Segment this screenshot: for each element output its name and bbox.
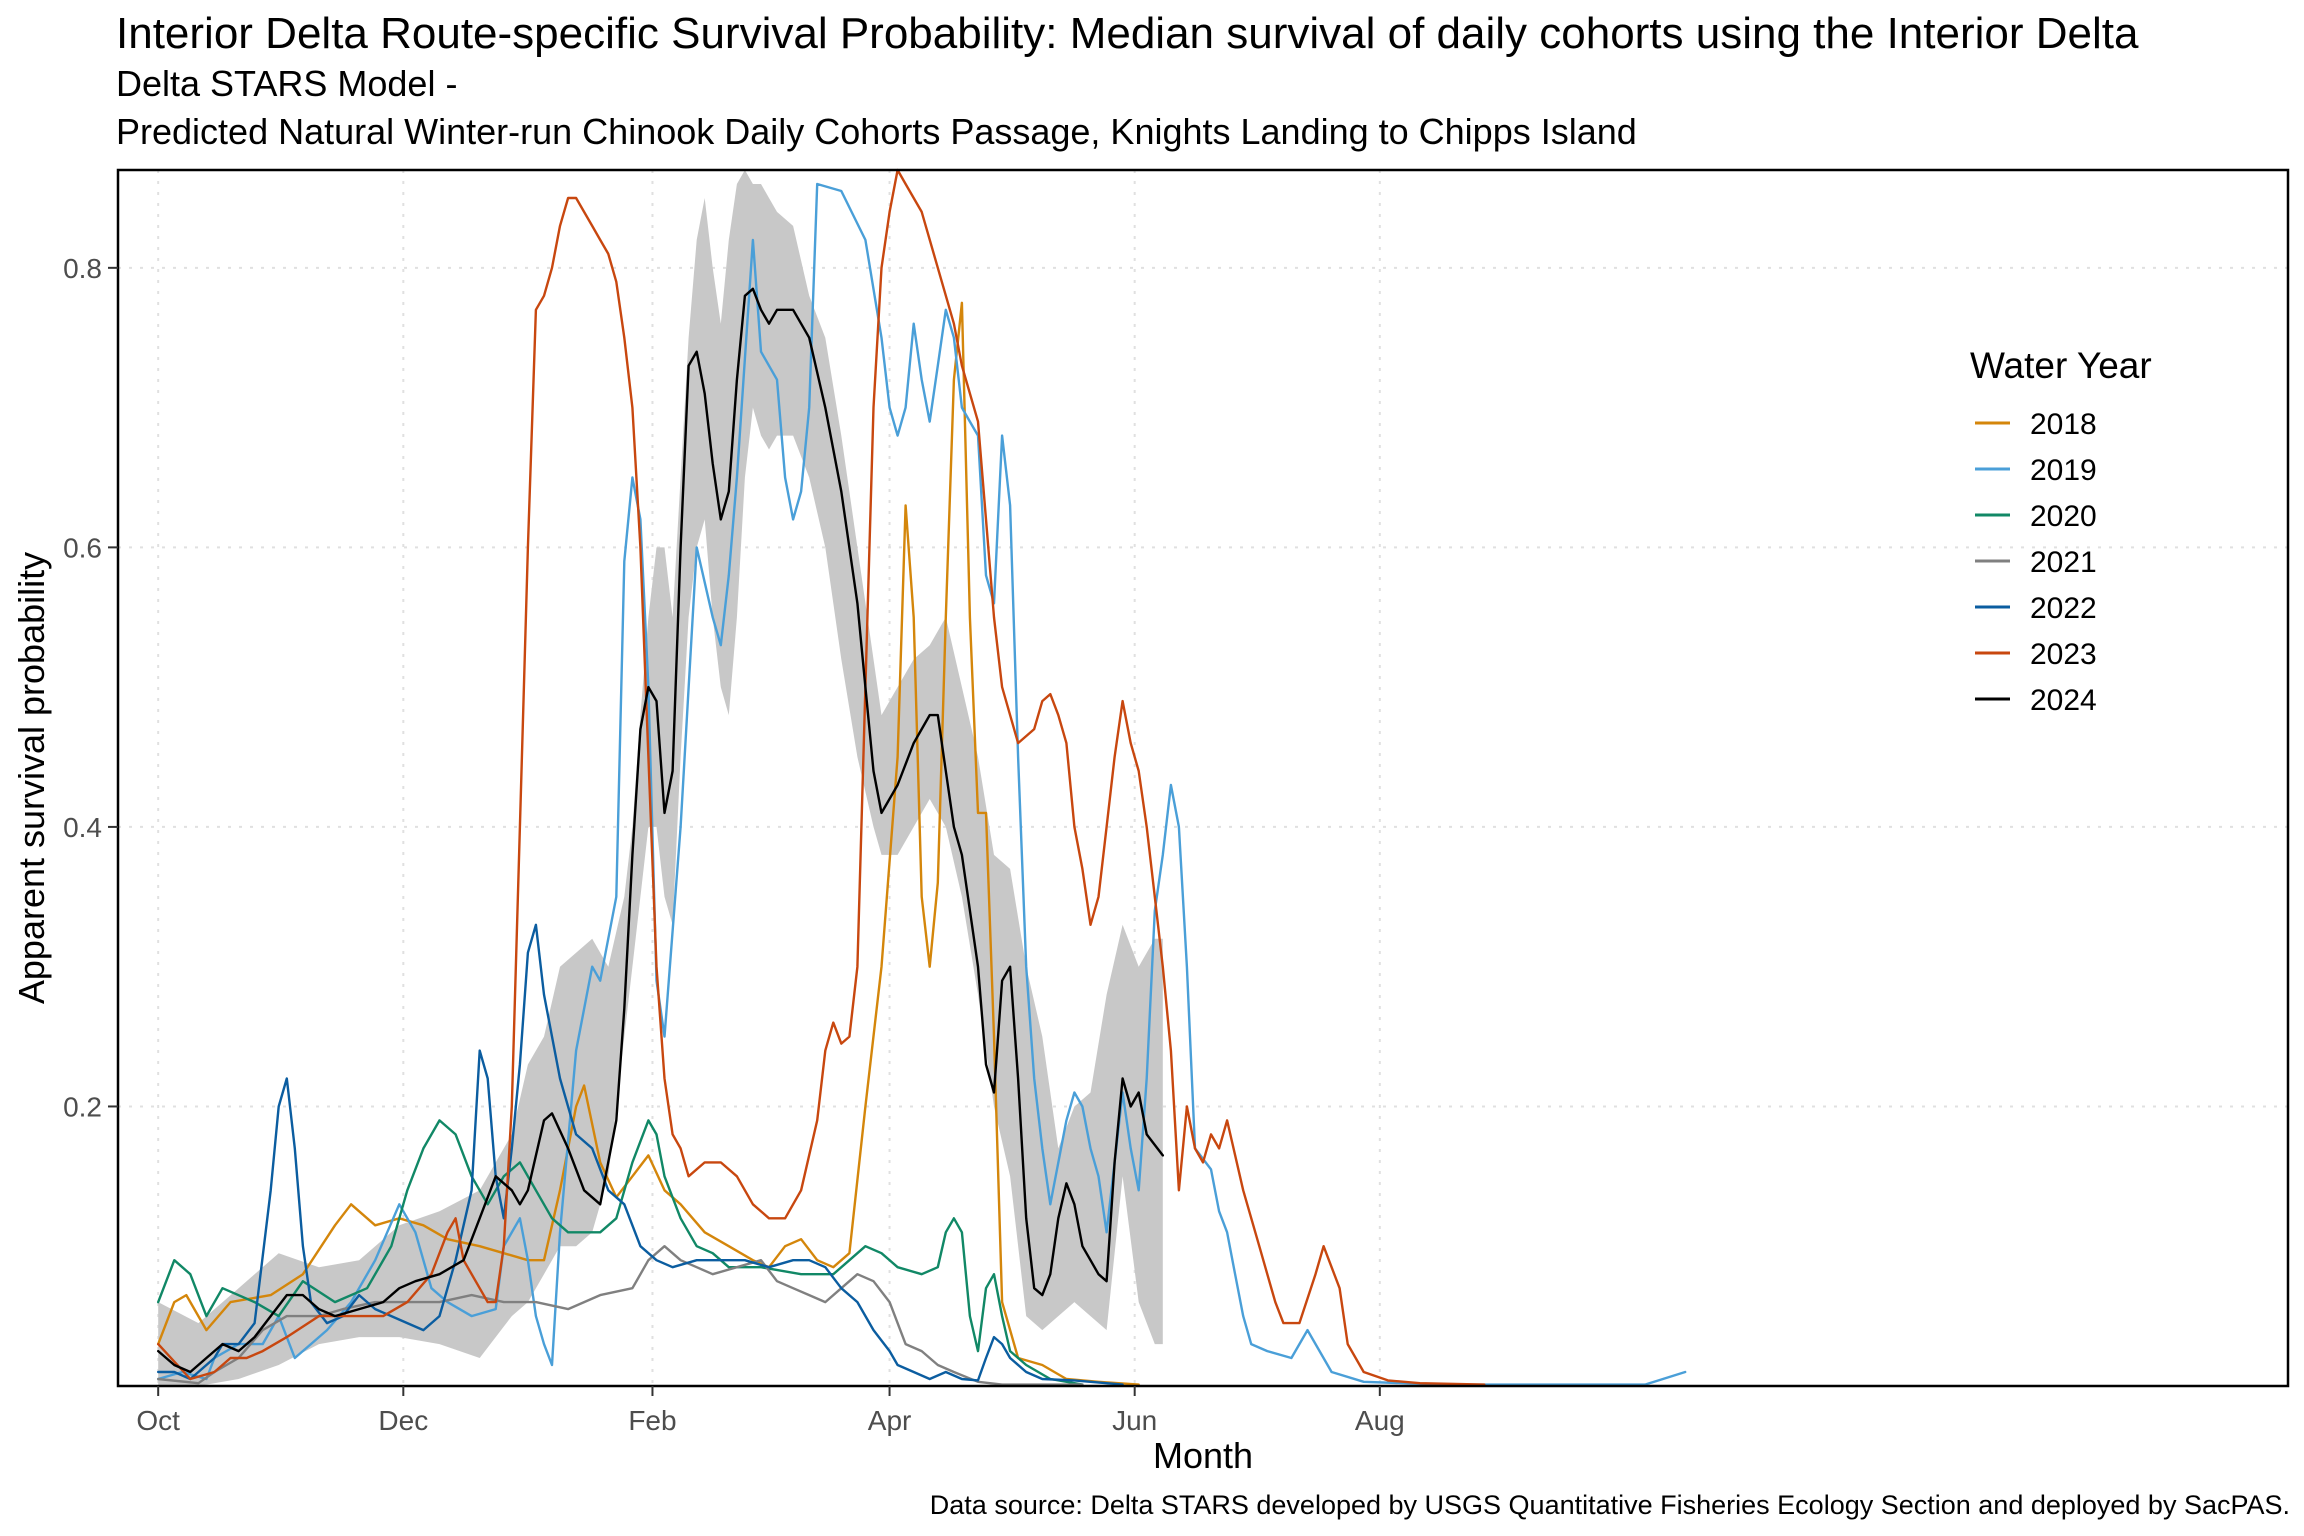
y-tick-label: 0.2 bbox=[63, 1091, 102, 1122]
band-2024 bbox=[158, 170, 1163, 1386]
x-axis-title: Month bbox=[1153, 1435, 1253, 1476]
chart-subtitle-line-2: Predicted Natural Winter-run Chinook Dai… bbox=[116, 111, 1637, 152]
legend-label-2021: 2021 bbox=[2030, 546, 2097, 579]
legend-label-2019: 2019 bbox=[2030, 454, 2097, 487]
x-tick-label: Apr bbox=[868, 1405, 912, 1436]
series-line-2018 bbox=[156, 301, 1140, 1386]
x-axis: Oct Dec Feb Apr Jun Aug bbox=[136, 1386, 1405, 1436]
x-tick-label: Dec bbox=[378, 1405, 428, 1436]
x-tick-label: Aug bbox=[1355, 1405, 1405, 1436]
plot-panel-border bbox=[116, 168, 2290, 1388]
x-tick-label: Feb bbox=[628, 1405, 676, 1436]
y-tick-label: 0.8 bbox=[63, 253, 102, 284]
confidence-band bbox=[158, 170, 1163, 1386]
legend-label-2018: 2018 bbox=[2030, 408, 2097, 441]
series-line-2023 bbox=[156, 168, 1486, 1386]
legend-label-2024: 2024 bbox=[2030, 684, 2097, 717]
series-line-2024 bbox=[156, 287, 1165, 1374]
grid bbox=[118, 170, 2288, 1386]
legend-label-2022: 2022 bbox=[2030, 592, 2097, 625]
chart-title: Interior Delta Route-specific Survival P… bbox=[116, 9, 2139, 58]
series-line-2020 bbox=[156, 1119, 1084, 1386]
legend-label-2023: 2023 bbox=[2030, 638, 2097, 671]
y-tick-label: 0.6 bbox=[63, 532, 102, 563]
x-tick-label: Jun bbox=[1112, 1405, 1157, 1436]
y-axis: 0.2 0.4 0.6 0.8 bbox=[63, 253, 118, 1122]
legend: Water Year 2018 2019 2020 2021 2022 2023 2024 bbox=[1970, 345, 2152, 717]
series-lines bbox=[156, 168, 1687, 1386]
legend-label-2020: 2020 bbox=[2030, 500, 2097, 533]
chart-subtitle-line-1: Delta STARS Model - bbox=[116, 63, 457, 104]
y-axis-title: Apparent survival probability bbox=[11, 552, 52, 1004]
legend-title: Water Year bbox=[1970, 345, 2152, 386]
y-tick-label: 0.4 bbox=[63, 812, 102, 843]
series-line-2022 bbox=[156, 923, 1124, 1386]
x-tick-label: Oct bbox=[136, 1405, 180, 1436]
data-source-caption: Data source: Delta STARS developed by US… bbox=[930, 1490, 2290, 1520]
